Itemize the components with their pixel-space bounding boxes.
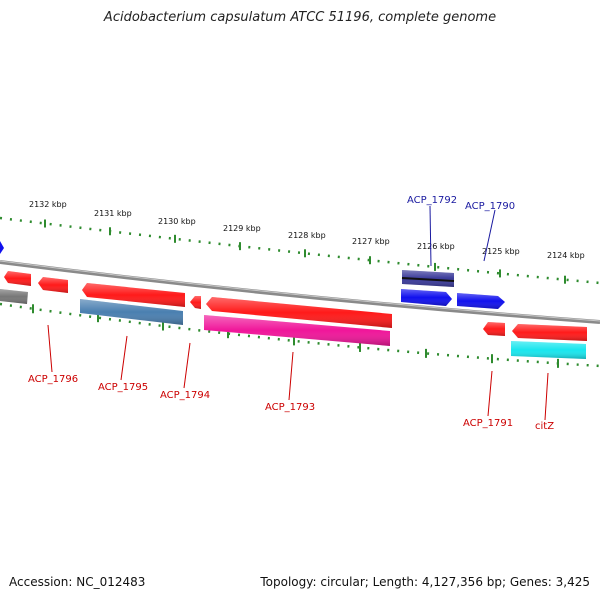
label-acp1790[interactable]: ACP_1790: [465, 201, 515, 212]
leader-citz: [544, 372, 549, 421]
gene-g14-shade: [511, 341, 586, 359]
gene-g10-shade: [401, 289, 452, 306]
gene-g2-shade: [0, 289, 28, 304]
leader-lines-blue: [429, 205, 496, 267]
accession-text: Accession: NC_012483: [9, 575, 146, 589]
label-citz[interactable]: citZ: [535, 421, 554, 432]
ruler-label-2126: 2126 kbp: [417, 242, 455, 251]
ruler-labels: 2132 kbp 2131 kbp 2130 kbp 2129 kbp 2128…: [29, 200, 585, 260]
outer-tick-ruler: [0, 216, 600, 285]
gene-g8-shade: [204, 315, 390, 346]
label-acp1795[interactable]: ACP_1795: [98, 382, 148, 393]
leader-acp1796: [47, 324, 53, 373]
gene-g3-shade: [38, 277, 68, 293]
leader-acp1794: [183, 342, 191, 389]
outer-major-ticks: [44, 219, 566, 284]
gene-labels: ACP_1796 ACP_1795 ACP_1794 ACP_1793 ACP_…: [28, 195, 554, 432]
ruler-label-2131: 2131 kbp: [94, 209, 132, 218]
ruler-label-2124: 2124 kbp: [547, 251, 585, 260]
ruler-label-2127: 2127 kbp: [352, 237, 390, 246]
label-acp1792[interactable]: ACP_1792: [407, 195, 457, 206]
ruler-label-2125: 2125 kbp: [482, 247, 520, 256]
map-title: Acidobacterium capsulatum ATCC 51196, co…: [103, 10, 497, 25]
label-acp1793[interactable]: ACP_1793: [265, 402, 315, 413]
ruler-label-2132: 2132 kbp: [29, 200, 67, 209]
genome-backbone: [0, 260, 600, 324]
leader-acp1793: [288, 351, 294, 401]
gene-g1-shade: [4, 271, 31, 286]
leader-acp1795: [120, 335, 128, 381]
gene-g0[interactable]: [0, 241, 4, 254]
gene-g11-shade: [457, 293, 505, 309]
ruler-label-2128: 2128 kbp: [288, 231, 326, 240]
label-acp1796[interactable]: ACP_1796: [28, 374, 78, 385]
genome-backbone-highlight: [0, 260, 600, 322]
gene-g13-shade: [512, 324, 587, 341]
gene-features: [0, 241, 587, 359]
ruler-label-2130: 2130 kbp: [158, 217, 196, 226]
gene-g6-shade: [190, 296, 201, 309]
gene-g9-stripe: [401, 277, 455, 282]
ruler-label-2129: 2129 kbp: [223, 224, 261, 233]
label-acp1794[interactable]: ACP_1794: [160, 390, 210, 401]
leader-lines-red: [47, 324, 549, 421]
genome-summary-text: Topology: circular; Length: 4,127,356 bp…: [260, 575, 590, 589]
leader-acp1790: [483, 209, 496, 262]
gene-g4-shade: [82, 283, 185, 307]
gene-g5-shade: [80, 299, 183, 325]
leader-acp1791: [487, 370, 493, 417]
gene-g12-shade: [483, 322, 505, 336]
gene-g7-shade: [206, 297, 392, 328]
label-acp1791[interactable]: ACP_1791: [463, 418, 513, 429]
leader-acp1792: [429, 205, 432, 267]
